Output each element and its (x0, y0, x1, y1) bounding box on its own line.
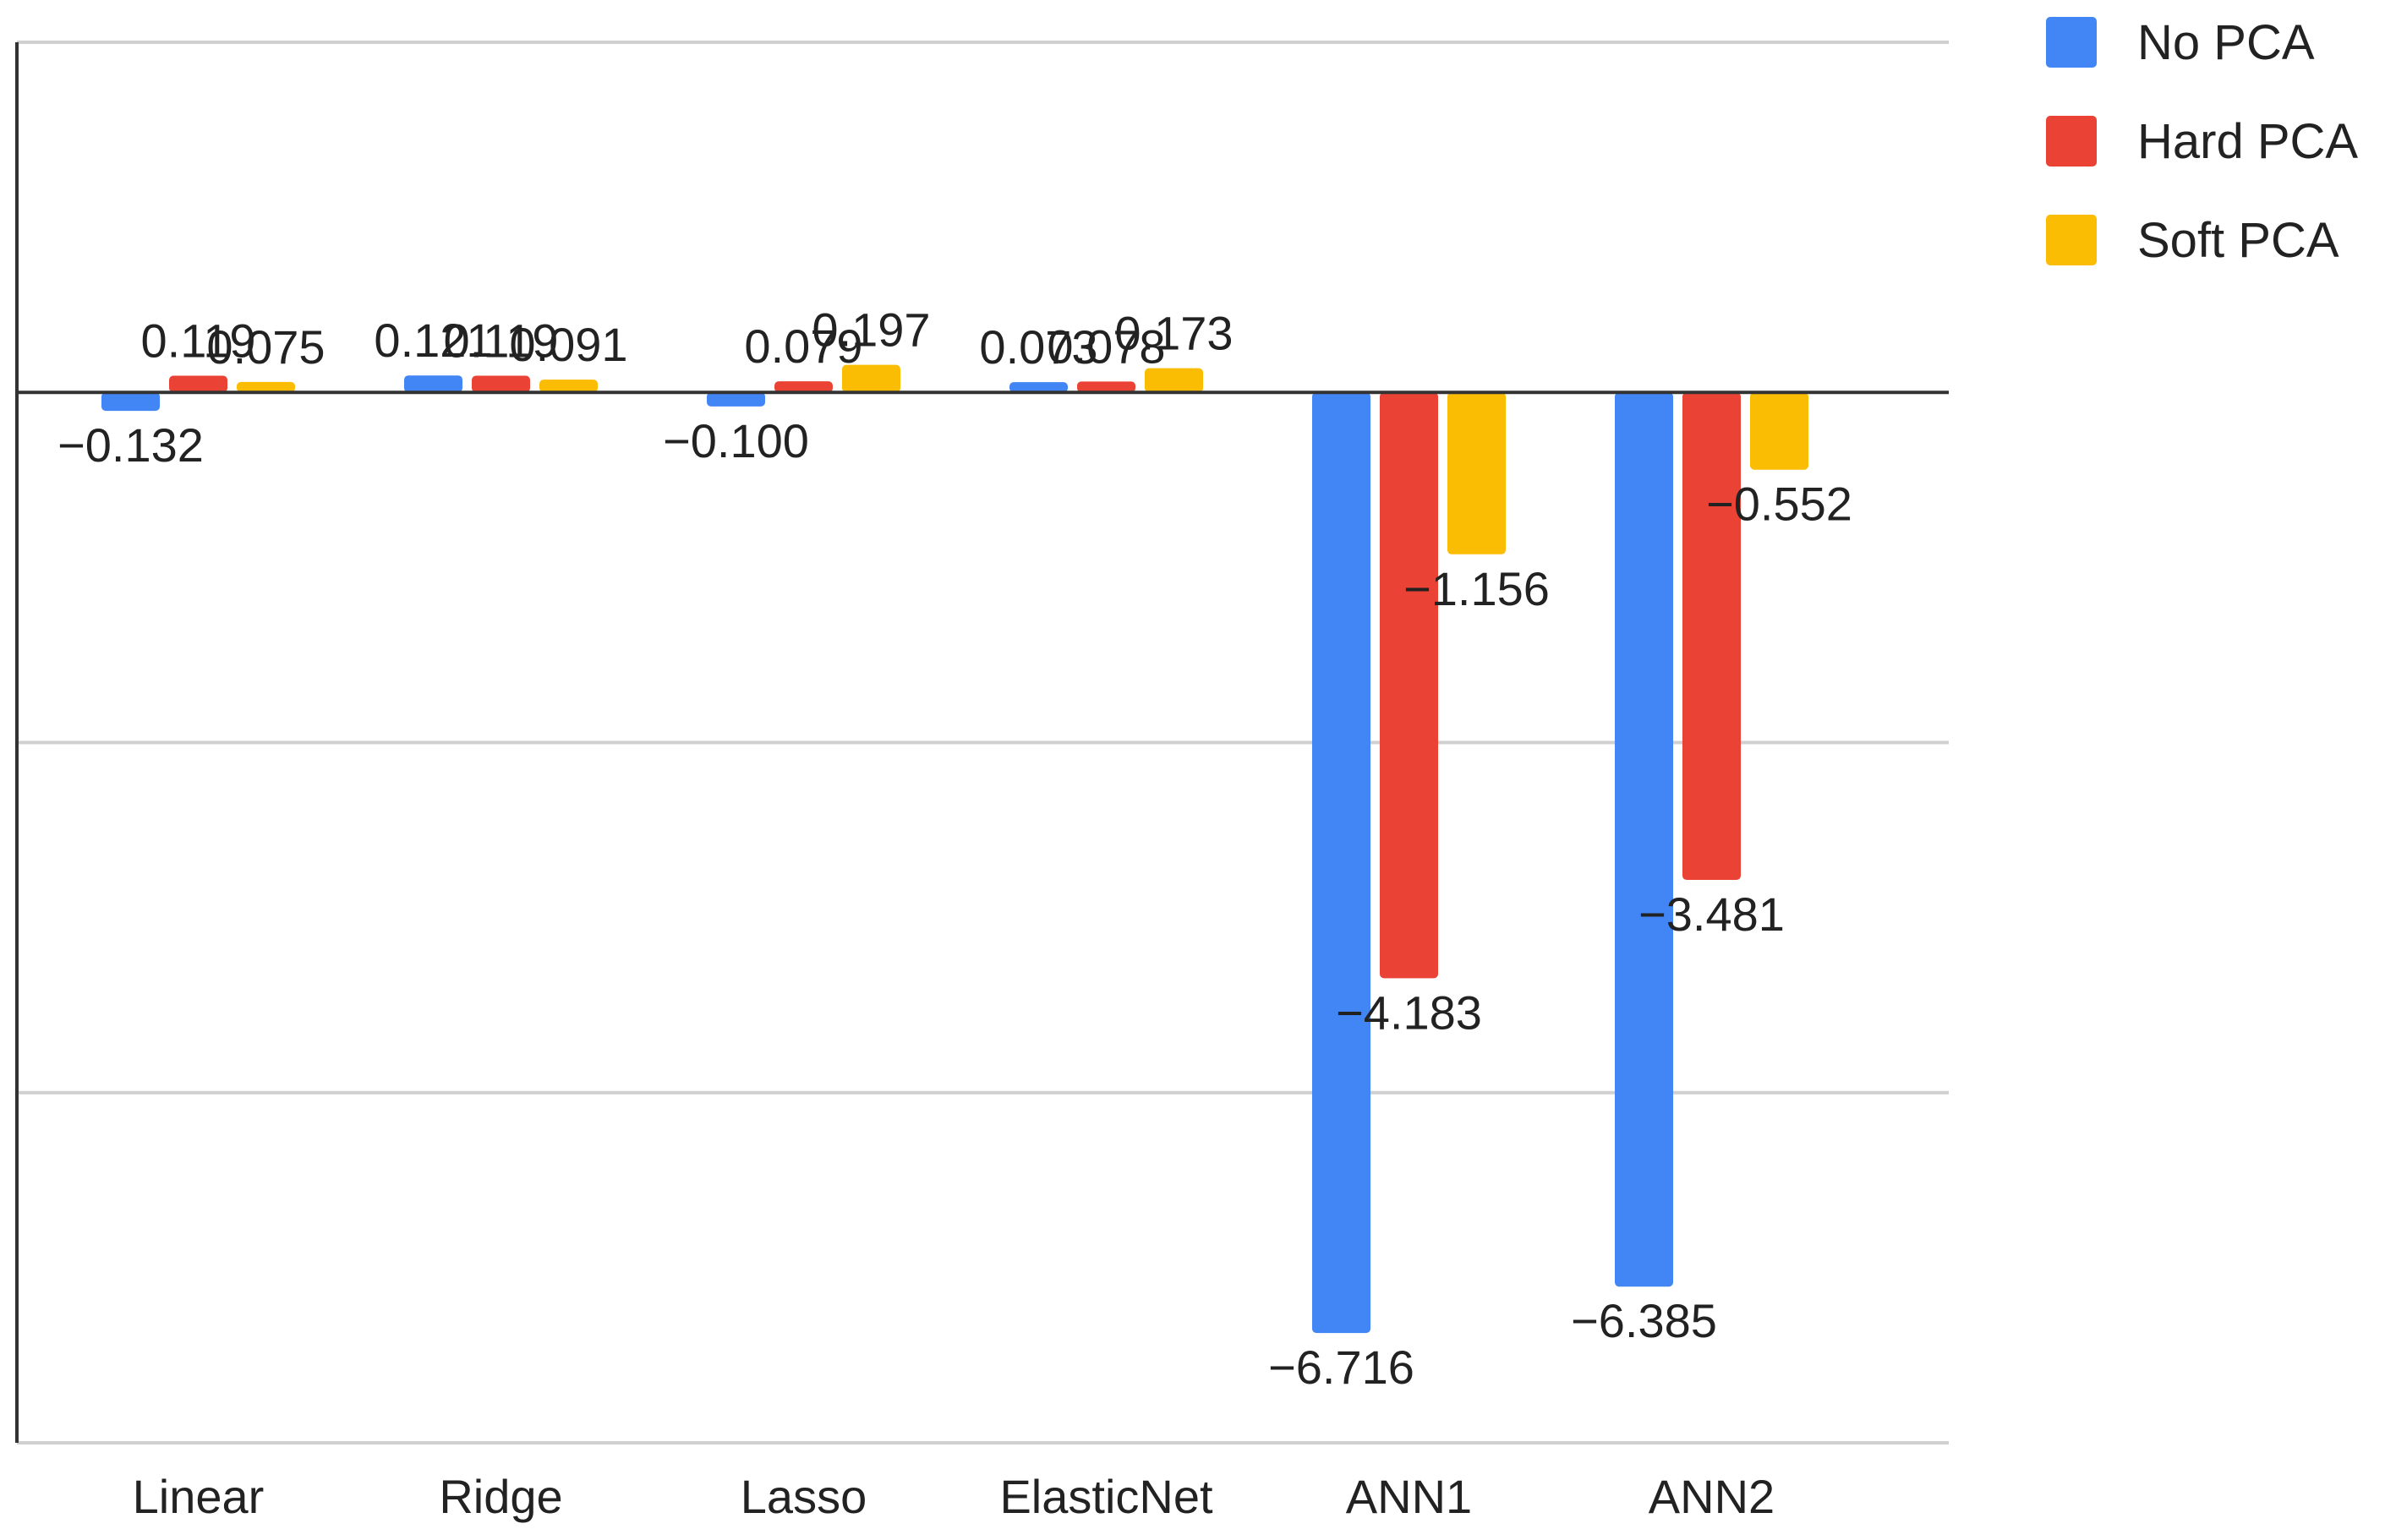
bar-hard-pca-linear (169, 375, 227, 393)
data-label: 0.091 (509, 318, 627, 371)
data-label: −0.132 (57, 418, 204, 472)
x-tick-label: ANN2 (1649, 1470, 1775, 1523)
x-tick-label: Ridge (439, 1470, 562, 1523)
bar-no-pca-elasticnet (1009, 382, 1068, 393)
data-label: 0.073 (979, 320, 1097, 374)
legend-label-no-pca: No PCA (2137, 15, 2315, 70)
x-tick-label: Lasso (741, 1470, 867, 1523)
data-label: 0.121 (374, 314, 492, 367)
data-label: −0.552 (1706, 478, 1852, 531)
legend-swatch-no-pca (2046, 17, 2097, 68)
bar-soft-pca-ann2 (1750, 392, 1808, 470)
bar-soft-pca-ridge (539, 380, 598, 393)
legend: No PCA Hard PCA Soft PCA (2046, 15, 2358, 268)
data-label: 0.173 (1114, 307, 1233, 360)
x-tick-label: ANN1 (1346, 1470, 1472, 1523)
data-label: 0.119 (444, 314, 559, 368)
legend-label-soft-pca: Soft PCA (2137, 213, 2339, 268)
legend-swatch-hard-pca (2046, 116, 2097, 167)
data-label: 0.078 (1047, 319, 1165, 373)
data-label: −0.100 (663, 414, 809, 467)
bar-no-pca-ann2 (1615, 392, 1673, 1287)
bar-hard-pca-ann2 (1682, 392, 1741, 881)
x-tick-label: ElasticNet (999, 1470, 1213, 1523)
legend-swatch-soft-pca (2046, 215, 2097, 265)
data-label: −1.156 (1403, 562, 1550, 615)
data-label: −3.481 (1638, 887, 1785, 941)
bar-hard-pca-lasso (774, 381, 833, 393)
data-label: 0.079 (744, 319, 862, 373)
data-label: −6.385 (1571, 1294, 1717, 1347)
bar-soft-pca-elasticnet (1145, 368, 1203, 393)
x-tick-label: Linear (133, 1470, 265, 1523)
bar-soft-pca-lasso (842, 364, 900, 393)
x-axis-tick-labels: Linear Ridge Lasso ElasticNet ANN1 ANN2 (133, 1470, 1775, 1523)
data-label: −6.716 (1268, 1341, 1414, 1394)
data-label: 0.075 (206, 320, 325, 374)
bar-soft-pca-ann1 (1447, 392, 1506, 554)
data-label: 0.119 (141, 314, 256, 368)
bars (101, 364, 1808, 1334)
axes (15, 42, 1949, 1443)
data-label: −4.183 (1336, 986, 1482, 1039)
data-label: 0.197 (812, 303, 930, 357)
bar-no-pca-ann1 (1312, 392, 1370, 1334)
bar-no-pca-linear (101, 392, 160, 412)
bar-hard-pca-ridge (472, 375, 530, 393)
bar-hard-pca-elasticnet (1077, 381, 1135, 393)
bar-no-pca-ridge (404, 375, 462, 393)
legend-label-hard-pca: Hard PCA (2137, 114, 2358, 169)
bar-soft-pca-linear (237, 381, 295, 393)
bar-no-pca-lasso (707, 392, 765, 407)
bar-hard-pca-ann1 (1380, 392, 1438, 979)
